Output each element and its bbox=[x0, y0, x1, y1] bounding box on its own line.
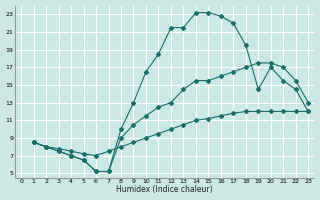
X-axis label: Humidex (Indice chaleur): Humidex (Indice chaleur) bbox=[116, 185, 213, 194]
